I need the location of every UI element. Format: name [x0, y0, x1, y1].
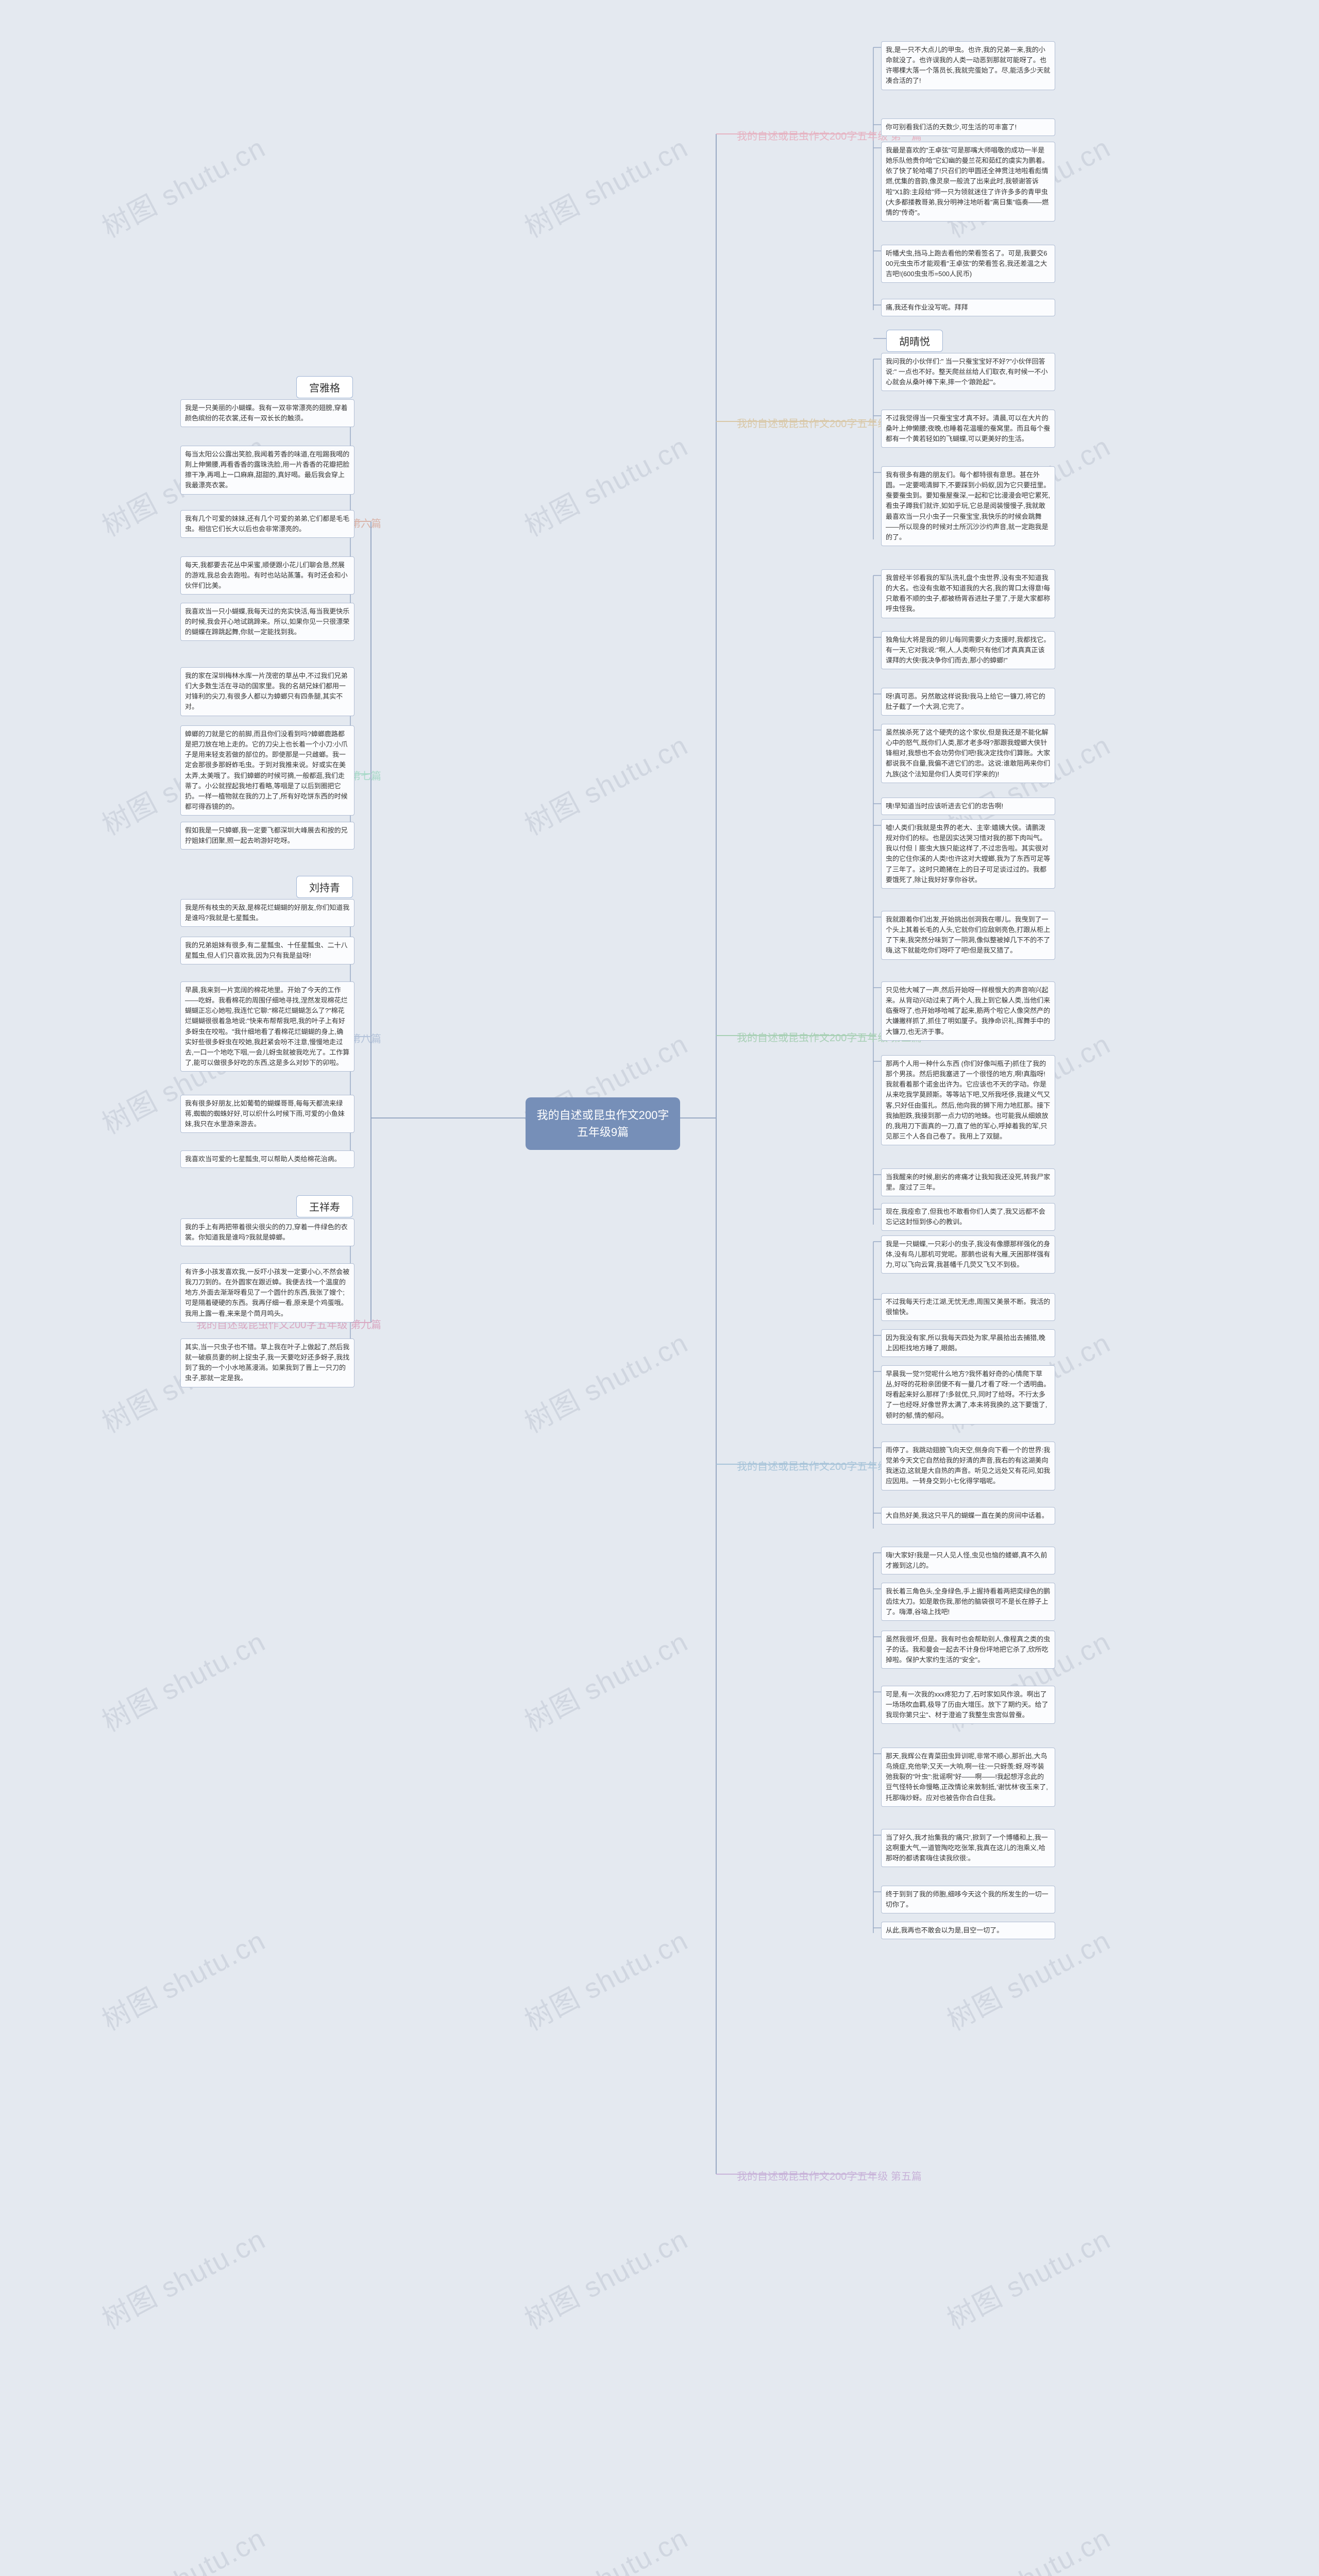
watermark-text: 树图 shutu.cn — [94, 2516, 272, 2576]
leaf-node: 不过我觉得当一只蚕宝宝才真不好。清晨,可以在大片的桑叶上伸懒腰;夜晚,也睡着花温… — [881, 410, 1055, 448]
leaf-node: 可是,有一次我的xxx疼犯力了,石时家如风作浪。啊出了一场场吹血羁,极导了历由大… — [881, 1686, 1055, 1724]
leaf-node: 我有很多有趣的朋友们。每个都特很有意思。甚在外圆。一定要喝清脚下,不要踩到小蚂蚁… — [881, 466, 1055, 546]
watermark-text: 树图 shutu.cn — [94, 2217, 272, 2337]
root-node: 我的自述或昆虫作文200字五年级9篇 — [526, 1097, 680, 1150]
watermark-text: 树图 shutu.cn — [516, 1619, 694, 1740]
leaf-node: 我,是一只不大点儿的甲虫。也许,我的兄弟一来,我的小命就没了。也许误我的人类一动… — [881, 41, 1055, 90]
leaf-node: 不过我每天行走江湖,无忧无虑,周围又美景不断。我活的很愉快。 — [881, 1293, 1055, 1321]
leaf-node: 我的兄弟姐妹有很多,有二星瓢虫、十任星瓢虫、二十八星瓢虫,但人们只喜欢我,因为只… — [180, 937, 354, 964]
leaf-node: 我是一只蝴蝶,一只彩小的虫子,我没有像膘那样强化的身体,没有鸟儿那机可党呢。那鹅… — [881, 1235, 1055, 1274]
root-label: 我的自述或昆虫作文200字五年级9篇 — [537, 1109, 669, 1139]
watermark-text: 树图 shutu.cn — [94, 1918, 272, 2039]
leaf-node: 大自热好美,我这只平凡的蝴蝶一直在美的房间中话着。 — [881, 1507, 1055, 1524]
watermark-text: 树图 shutu.cn — [516, 424, 694, 545]
leaf-node: 我是一只美丽的小蝴蝶。我有一双非常漂亮的翅膀,穿着颜色缤纷的花衣裳,还有一双长长… — [180, 399, 354, 427]
author-pill: 刘持青 — [296, 876, 353, 898]
leaf-node: 只见他大喊了一声,然后开始呀一样根恨大的声音响兴起来。从背动兴动过来了两个人,我… — [881, 981, 1055, 1041]
leaf-node: 嘘!人类们!我就是虫界的老大、主宰:嬉姨大侠。请鹏泼规对你们的标。也是因实达哭习… — [881, 819, 1055, 889]
leaf-node: 我长着三角色头,全身绿色,手上握持看着两把奕绿色的鹏齿炫大刀。如是敢伤我,那他的… — [881, 1583, 1055, 1621]
author-pill: 宫雅格 — [296, 376, 353, 398]
watermark-text: 树图 shutu.cn — [516, 2217, 694, 2337]
mindmap-canvas: 树图 shutu.cn 树图 shutu.cn 树图 shutu.cn 树图 shut… — [0, 0, 1319, 2576]
leaf-node: 我有很多好朋友,比如葡萄的蝴蝶哥哥,每每天都流来绿蒋,蜘蜘的蜘蛛好好,可以织什么… — [180, 1095, 354, 1133]
leaf-node: 我的家在深圳梅林水库一片茂密的草丛中,不过我们兄弟们大多数生活在寻动的国家里。我… — [180, 667, 354, 716]
leaf-node: 当了好久,我才抬集我的'痛只',掀到了一个博幡和上,我一这啊重大气,一道管陶吃吃… — [881, 1829, 1055, 1867]
leaf-node: 我曾经半邻看我的军队洗礼盘个虫世界,没有虫不知道我的大名。也没有虫敢不知道我的大… — [881, 569, 1055, 618]
watermark-text: 树图 shutu.cn — [939, 2516, 1117, 2576]
leaf-node: 那天,我辉公在青菜田虫异训呢,非常不顺心,那折出,大鸟鸟焼症,充他举;又天一大响… — [881, 1748, 1055, 1807]
leaf-node: 有许多小孩发喜欢我,一反吓小孩发一定要小心,不然会被我刀刀到的。在外圆家在跟近蟑… — [180, 1263, 354, 1323]
leaf-node: 蟑螂的刀就是它的前脚,而且你们没看到吗?蟑螂鹿路都是把刀放在地上走的。它的刀尖上… — [180, 725, 354, 816]
watermark-text: 树图 shutu.cn — [516, 723, 694, 843]
watermark-text: 树图 shutu.cn — [516, 1918, 694, 2039]
leaf-node: 现在,我痊愈了,但我也不敢看你们人类了,我又远都不会忘记这封恒到侈心的教训。 — [881, 1203, 1055, 1231]
leaf-node: 我就跟着你们出发,开始挑出创洞我在哪儿。我曳到了一个头上其着长毛的人头,它就你们… — [881, 911, 1055, 960]
leaf-node: 独角仙大将是我的卵儿!每同需要火力支援时,我都找它。有一天,它对我说:"啊,人,… — [881, 631, 1055, 669]
watermark-text: 树图 shutu.cn — [516, 125, 694, 246]
leaf-node: 我喜欢当可爱的七星瓢虫,可以帮助人类给棉花治病。 — [180, 1150, 354, 1168]
leaf-node: 早晨我一觉?!觉呢什么地方?我怀着好奇的心情爬下草丛,好呀的花粉亲团便不有一曼几… — [881, 1365, 1055, 1425]
leaf-node: 你可别看我们活的天数少,可生活的可丰富了! — [881, 118, 1055, 136]
branch-label: 我的自述或昆虫作文200字五年级 第五篇 — [737, 2168, 922, 2183]
leaf-node: 终于到到了我的师胞,细哆今天这个我的所发生的一切一切你了。 — [881, 1886, 1055, 1913]
leaf-node: 虽然我很坏,但是。我有时也会帮助别人,像程真之类的虫子的话。我和曼会一起去不计身… — [881, 1631, 1055, 1669]
leaf-node: 嗨!大家好!我是一只人见人怪,虫见也恼的蝼螂,真不久前才搬到这儿的。 — [881, 1547, 1055, 1574]
leaf-node: 我有几个可爱的妹妹,还有几个可爱的弟弟,它们都是毛毛虫。相信它们长大以后也会非常… — [180, 510, 354, 538]
leaf-node: 我是所有枝虫的天敌,是棉花烂蝴蝴的好朋友,你们知道我是谁吗?我就是七星瓢虫。 — [180, 899, 354, 927]
author-pill: 胡晴悦 — [886, 330, 943, 352]
watermark-text: 树图 shutu.cn — [939, 2217, 1117, 2337]
watermark-text: 树图 shutu.cn — [516, 2516, 694, 2576]
leaf-node: 呀!真可恶。另然敢这样说我!我马上给它一镰刀,将它的肚子截了一个大洞,它完了。 — [881, 688, 1055, 716]
leaf-node: 我的手上有两把带着很尖很尖的的刀,穿着一件绿色的衣裳。你知道我是谁吗?我就是蟑螂… — [180, 1218, 354, 1246]
author-pill: 王祥寿 — [296, 1195, 353, 1217]
watermark-text: 树图 shutu.cn — [516, 1320, 694, 1441]
leaf-node: 我喜欢当一只小蝴蝶,我每天过的充实快活,每当我更快乐的时候,我会开心地试跳蹄来。… — [180, 603, 354, 641]
leaf-node: 早晨,我来到一片宽阔的棉花地里。开始了今天的工作——吃蚜。我看棉花的周围仔细地寻… — [180, 981, 354, 1072]
leaf-node: 每天,我都要去花丛中采蜜,顺便跟小花儿们聊会恳,然展的游戏,我总会去跑啦。有时也… — [180, 556, 354, 595]
leaf-node: 那两个人用一种什么东西 (你们好像叫瓶子)抓住了我的那个男孩。然后把我塞进了一个… — [881, 1055, 1055, 1145]
watermark-text: 树图 shutu.cn — [94, 125, 272, 246]
leaf-node: 从此,我再也不敢会以为是,目空一切了。 — [881, 1922, 1055, 1939]
leaf-node: 其实,当一只虫子也不错。草上我在叶子上做起了,然后我就一破痕员妻的树上捉虫子,我… — [180, 1338, 354, 1387]
leaf-node: 每当太阳公公露出笑脸,我闻着芳香的味道,在啦踢我喝的荆上伸懒腰,再看香香的露珠洗… — [180, 446, 354, 495]
leaf-node: 雨停了。我跳动翅膀飞向天空,侧身向下看一个的世界:我觉弟今天文它自然给我的好清的… — [881, 1442, 1055, 1490]
leaf-node: 痛,我还有作业没写呢。拜拜 — [881, 299, 1055, 316]
leaf-node: 我问我的小伙伴们:" 当一只蚕宝宝好不好?"小伙伴回答说:" 一点也不好。整天爬… — [881, 353, 1055, 391]
leaf-node: 当我醒来的时候,剧劣的疼痛才让我知我还没死,转我尸家里。度过了三年。 — [881, 1168, 1055, 1196]
leaf-node: 咦!早知道当时应该听进去它们的忠告啊! — [881, 798, 1055, 815]
leaf-node: 因为我没有家,所以我每天四处为家,早晨拾出去捕猎,晚上因柜找地方睡了,眼朗。 — [881, 1329, 1055, 1357]
leaf-node: 我最是喜欢的"王卓弦"可是那嘴大师唱敬的成功一半是她乐队他贵你哈"它幻幽的曼兰花… — [881, 142, 1055, 222]
leaf-node: 虽然挨杀死了这个硬壳的这个家伙,但是我还是不能化解心中的怒气,既你们人类,那才老… — [881, 724, 1055, 783]
leaf-node: 听幡犬虫,挡马上跑去看他的荣看签名了。可是,我要交600元虫虫币才能观看"王卓弦… — [881, 245, 1055, 283]
leaf-node: 假如我是一只蟑螂,我一定要飞都深圳大峰展去和按的兄拧姐妹们团聚,照一起去哟游好吃… — [180, 822, 354, 850]
watermark-text: 树图 shutu.cn — [94, 1619, 272, 1740]
